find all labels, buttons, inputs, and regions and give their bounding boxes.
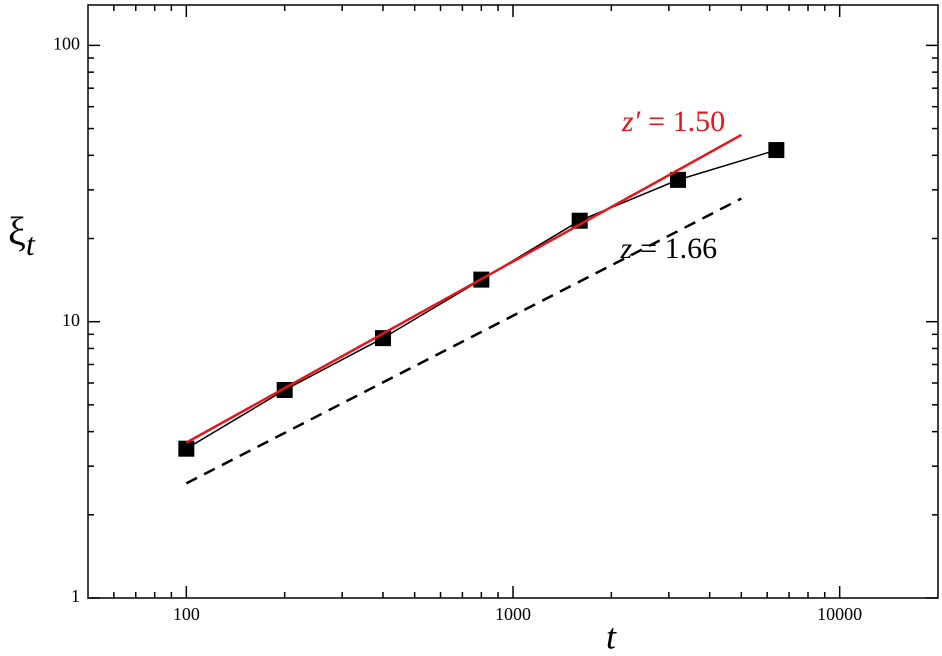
annotation-symbol: z′: [621, 105, 641, 138]
y-tick-label: 1: [71, 586, 80, 606]
annotation-text: = 1.50: [648, 105, 725, 138]
data-point: [670, 171, 687, 188]
series-line: [185, 197, 742, 485]
series-line: [185, 149, 777, 450]
annotation: z = 1.66: [620, 232, 718, 265]
x-tick-label: 1000: [495, 604, 531, 624]
plot-frame: [87, 4, 939, 599]
annotation-symbol: z: [620, 232, 633, 265]
y-tick-label: 10: [62, 310, 80, 330]
data-point: [768, 142, 785, 159]
annotation-text: = 1.66: [640, 232, 717, 265]
series-line: [185, 133, 742, 444]
data-point: [375, 330, 392, 347]
x-axis-label: t: [606, 616, 617, 656]
x-tick-label: 10000: [817, 604, 862, 624]
y-axis-subscript: t: [26, 226, 36, 262]
y-tick-label: 100: [53, 34, 80, 54]
y-axis-symbol: ξ: [8, 209, 26, 254]
y-axis-label: ξt: [8, 209, 36, 262]
x-tick-label: 100: [173, 604, 200, 624]
annotation: z′ = 1.50: [621, 105, 725, 138]
data-point: [178, 440, 195, 457]
data-point: [571, 212, 588, 229]
